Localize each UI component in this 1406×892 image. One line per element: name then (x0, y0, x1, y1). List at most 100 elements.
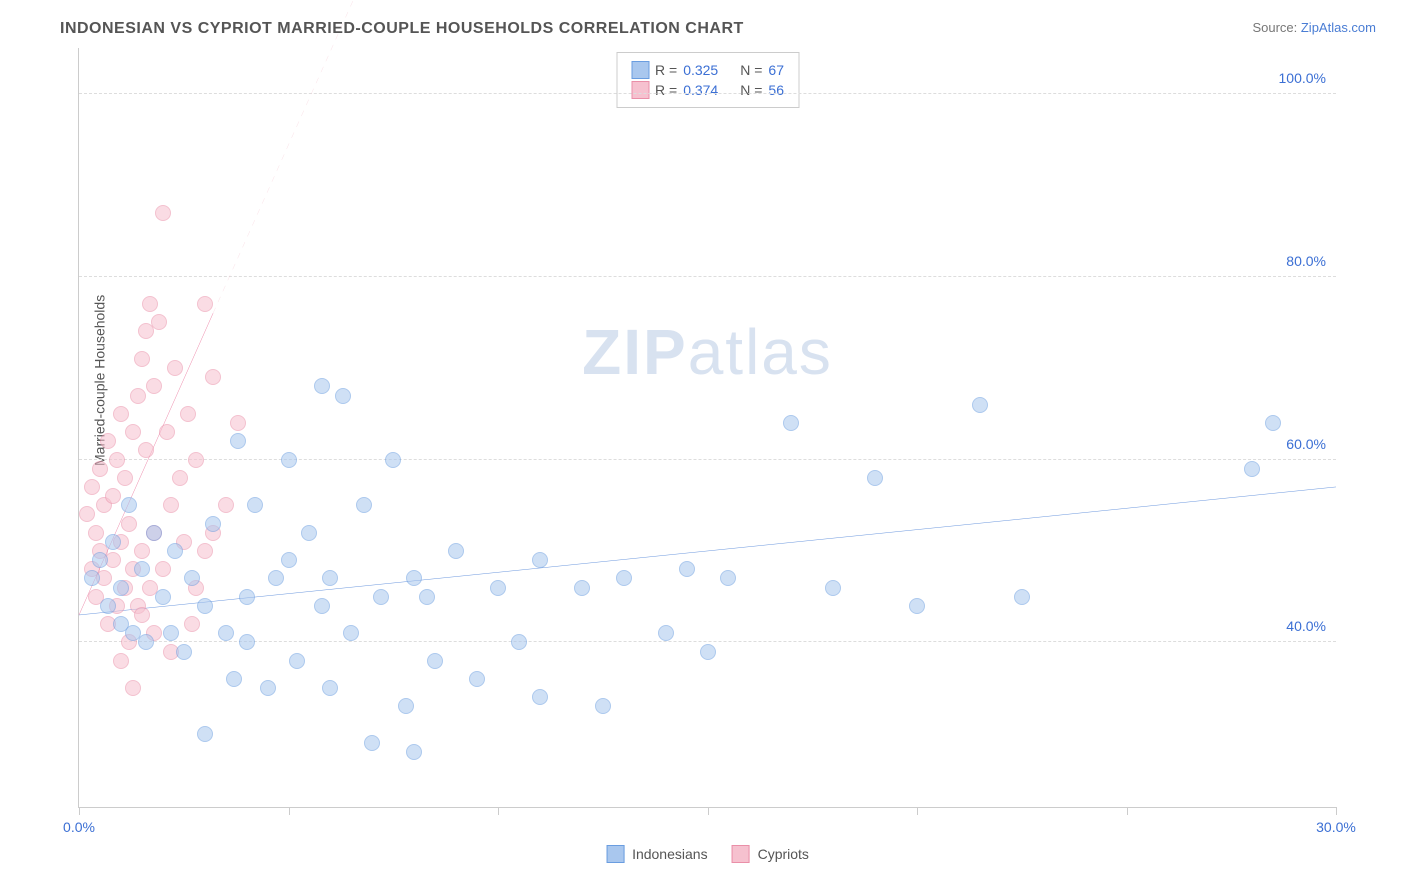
data-point (226, 671, 242, 687)
data-point (176, 644, 192, 660)
data-point (92, 552, 108, 568)
data-point (247, 497, 263, 513)
legend-series-item: Indonesians (606, 845, 708, 863)
data-point (159, 424, 175, 440)
legend-swatch (732, 845, 750, 863)
plot-area: ZIPatlas R = 0.325N = 67R = 0.374N = 56 … (78, 48, 1336, 808)
data-point (125, 424, 141, 440)
data-point (281, 452, 297, 468)
data-point (268, 570, 284, 586)
data-point (205, 369, 221, 385)
data-point (867, 470, 883, 486)
data-point (155, 205, 171, 221)
data-point (239, 634, 255, 650)
data-point (1265, 415, 1281, 431)
data-point (197, 543, 213, 559)
data-point (92, 461, 108, 477)
data-point (448, 543, 464, 559)
legend-series-item: Cypriots (732, 845, 809, 863)
data-point (419, 589, 435, 605)
chart-wrapper: Married-couple Households ZIPatlas R = 0… (60, 48, 1376, 868)
data-point (469, 671, 485, 687)
data-point (385, 452, 401, 468)
data-point (398, 698, 414, 714)
data-point (121, 516, 137, 532)
x-tick (498, 807, 499, 815)
data-point (289, 653, 305, 669)
data-point (134, 351, 150, 367)
data-point (406, 744, 422, 760)
data-point (658, 625, 674, 641)
legend-series-label: Indonesians (632, 846, 708, 862)
x-tick (708, 807, 709, 815)
data-point (356, 497, 372, 513)
data-point (134, 543, 150, 559)
data-point (117, 470, 133, 486)
x-tick (917, 807, 918, 815)
data-point (1014, 589, 1030, 605)
data-point (1244, 461, 1260, 477)
data-point (322, 570, 338, 586)
x-tick-label: 30.0% (1316, 819, 1356, 835)
data-point (197, 726, 213, 742)
data-point (84, 479, 100, 495)
data-point (373, 589, 389, 605)
source-prefix: Source: (1252, 20, 1300, 35)
data-point (825, 580, 841, 596)
data-point (146, 525, 162, 541)
data-point (163, 497, 179, 513)
data-point (142, 296, 158, 312)
data-point (79, 506, 95, 522)
data-point (180, 406, 196, 422)
legend-series: Indonesians Cypriots (606, 845, 809, 863)
x-tick (1127, 807, 1128, 815)
data-point (322, 680, 338, 696)
data-point (146, 378, 162, 394)
data-point (343, 625, 359, 641)
data-point (134, 561, 150, 577)
data-point (595, 698, 611, 714)
data-point (720, 570, 736, 586)
data-point (574, 580, 590, 596)
data-point (163, 625, 179, 641)
data-point (616, 570, 632, 586)
data-point (364, 735, 380, 751)
data-point (230, 433, 246, 449)
data-point (679, 561, 695, 577)
data-point (184, 570, 200, 586)
source-attribution: Source: ZipAtlas.com (1252, 20, 1376, 35)
data-point (700, 644, 716, 660)
data-point (113, 580, 129, 596)
data-point (155, 589, 171, 605)
x-tick (1336, 807, 1337, 815)
data-point (138, 634, 154, 650)
data-point (490, 580, 506, 596)
data-point (314, 378, 330, 394)
data-point (239, 589, 255, 605)
data-point (100, 598, 116, 614)
data-point (197, 598, 213, 614)
data-point (205, 516, 221, 532)
legend-series-label: Cypriots (758, 846, 809, 862)
data-point (84, 570, 100, 586)
data-point (130, 388, 146, 404)
x-tick-label: 0.0% (63, 819, 95, 835)
data-point (184, 616, 200, 632)
data-point (909, 598, 925, 614)
data-point (88, 525, 104, 541)
data-point (218, 497, 234, 513)
data-point (105, 534, 121, 550)
data-point (230, 415, 246, 431)
data-point (105, 488, 121, 504)
data-point (155, 561, 171, 577)
data-point (197, 296, 213, 312)
data-point (532, 552, 548, 568)
data-point (335, 388, 351, 404)
source-link[interactable]: ZipAtlas.com (1301, 20, 1376, 35)
data-point (972, 397, 988, 413)
data-point (125, 680, 141, 696)
data-point (113, 653, 129, 669)
data-point (783, 415, 799, 431)
data-point (113, 406, 129, 422)
data-point (532, 689, 548, 705)
